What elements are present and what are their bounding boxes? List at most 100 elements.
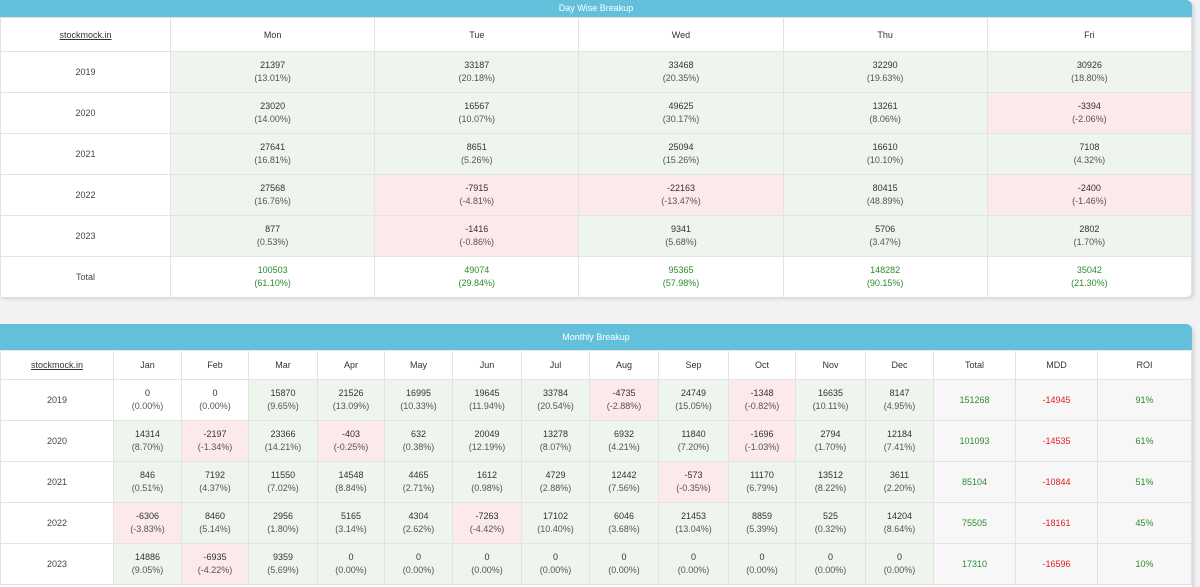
cell-percent: (11.94%) — [469, 401, 505, 411]
row-mdd: -16596 — [1015, 543, 1098, 585]
cell-percent: (4.32%) — [1073, 155, 1106, 165]
cell-value: 0 — [484, 552, 490, 562]
month-cell: 12184 (7.41%) — [865, 420, 934, 462]
cell-percent: (0.00%) — [131, 401, 164, 411]
cell-value: 12442 — [611, 470, 637, 480]
cell-value: 11170 — [750, 470, 774, 480]
day-wise-total-row: Total 100503 (61.10%) 49074 (29.84%) 95365 (57… — [0, 256, 1192, 297]
cell-value: 80415 — [872, 183, 898, 193]
stockmock-link[interactable]: stockmock.in — [59, 29, 112, 40]
day-wise-card: Day Wise Breakup stockmock.in Mon Tue We… — [0, 0, 1192, 297]
cell-value: 9341 — [670, 224, 691, 234]
day-wise-row: 2020 23020 (14.00%) 16567 (10.07%) 49625 (30.1… — [0, 92, 1192, 134]
month-cell: 0 (0.00%) — [384, 543, 453, 585]
col-header-jan: Jan — [113, 350, 182, 380]
col-header-wed: Wed — [578, 17, 784, 52]
row-total-value: 151268 — [959, 395, 990, 405]
cell-value: 11840 — [681, 429, 706, 439]
day-cell: 80415 (48.89%) — [782, 174, 988, 216]
cell-percent: (20.18%) — [458, 73, 496, 83]
month-cell: 4304 (2.62%) — [384, 502, 453, 544]
cell-value: 5706 — [875, 224, 896, 234]
row-roi: 61% — [1097, 420, 1192, 462]
cell-percent: (2.88%) — [539, 483, 572, 493]
day-wise-row: 2021 27641 (16.81%) 8651 (5.26%) 25094 (15.26%… — [0, 133, 1192, 175]
cell-value: 7108 — [1079, 142, 1100, 152]
col-header-dec: Dec — [865, 350, 934, 380]
day-cell: 8651 (5.26%) — [374, 133, 580, 175]
row-total-value: 17310 — [961, 559, 988, 569]
cell-value: 35042 — [1076, 265, 1102, 275]
cell-value: 632 — [410, 429, 427, 439]
row-total: 75505 — [933, 502, 1016, 544]
month-cell: 21453 (13.04%) — [658, 502, 729, 544]
cell-value: 8460 — [204, 511, 226, 521]
day-cell: -7915 (-4.81%) — [374, 174, 580, 216]
cell-value: 12184 — [886, 429, 913, 439]
month-cell: 1612 (0.98%) — [452, 461, 522, 503]
year-label: 2022 — [0, 174, 171, 216]
cell-value: 16610 — [872, 142, 898, 152]
col-header-tue: Tue — [374, 17, 580, 52]
month-cell: 16995 (10.33%) — [384, 379, 453, 421]
cell-value: 95365 — [668, 265, 694, 275]
cell-percent: (-1.46%) — [1072, 196, 1107, 206]
cell-percent: (10.40%) — [537, 524, 574, 534]
row-mdd: -14535 — [1015, 420, 1098, 462]
cell-percent: (10.07%) — [458, 114, 496, 124]
cell-value: 14548 — [338, 470, 364, 480]
cell-value: 33784 — [542, 388, 569, 398]
cell-value: 2956 — [272, 511, 294, 521]
cell-value: -6935 — [203, 552, 227, 562]
month-cell: 3611 (2.20%) — [865, 461, 934, 503]
cell-percent: (1.70%) — [814, 442, 847, 452]
cell-percent: (0.53%) — [256, 237, 289, 247]
day-cell: 21397 (13.01%) — [169, 51, 376, 93]
cell-value: -3394 — [1077, 101, 1101, 111]
cell-percent: (4.21%) — [608, 442, 640, 452]
cell-percent: (7.56%) — [608, 483, 640, 493]
cell-percent: (5.39%) — [746, 524, 778, 534]
day-wise-header-row: stockmock.in Mon Tue Wed Thu Fri — [0, 17, 1192, 52]
cell-percent: (29.84%) — [458, 278, 496, 288]
cell-percent: (13.04%) — [675, 524, 712, 534]
month-cell: 33784 (20.54%) — [521, 379, 590, 421]
row-mdd-value: -16596 — [1042, 559, 1071, 569]
cell-percent: (-2.06%) — [1072, 114, 1107, 124]
col-header-oct: Oct — [728, 350, 796, 380]
cell-percent: (9.65%) — [267, 401, 299, 411]
monthly-row: 2022 -6306 (-3.83%) 8460 (5.14%) 2956 (1.80%) 5… — [0, 502, 1192, 544]
month-cell: -4735 (-2.88%) — [589, 379, 659, 421]
month-cell: 16635 (10.11%) — [795, 379, 866, 421]
row-roi-value: 10% — [1135, 559, 1154, 569]
row-roi-value: 61% — [1135, 436, 1154, 446]
day-cell: 27568 (16.76%) — [169, 174, 376, 216]
day-wise-title: Day Wise Breakup — [0, 0, 1192, 17]
month-cell: 0 (0.00%) — [728, 543, 796, 585]
cell-value: 13261 — [872, 101, 898, 111]
cell-percent: (3.47%) — [869, 237, 901, 247]
cell-percent: (8.22%) — [814, 483, 847, 493]
cell-percent: (10.33%) — [400, 401, 437, 411]
cell-percent: (2.20%) — [883, 483, 916, 493]
col-header-mdd: MDD — [1015, 350, 1098, 380]
cell-percent: (21.30%) — [1071, 278, 1108, 288]
cell-value: -1696 — [750, 429, 774, 439]
col-header-fri: Fri — [986, 17, 1192, 52]
month-cell: -1348 (-0.82%) — [728, 379, 796, 421]
cell-percent: (0.51%) — [131, 483, 164, 493]
col-header-jul: Jul — [521, 350, 590, 380]
cell-value: 877 — [265, 224, 281, 234]
cell-percent: (7.02%) — [267, 483, 299, 493]
cell-value: 13512 — [817, 470, 844, 480]
monthly-header-row: stockmock.in Jan Feb Mar Apr May Jun Jul Aug Sep… — [0, 350, 1192, 380]
month-cell: 24749 (15.05%) — [658, 379, 729, 421]
month-cell: 0 (0.00%) — [658, 543, 729, 585]
stockmock-link[interactable]: stockmock.in — [30, 360, 83, 370]
cell-value: 0 — [348, 552, 354, 562]
row-mdd: -18161 — [1015, 502, 1098, 544]
cell-percent: (-0.35%) — [676, 483, 711, 493]
cell-value: 19645 — [474, 388, 500, 398]
cell-percent: (-0.82%) — [744, 401, 780, 411]
cell-percent: (8.07%) — [539, 442, 572, 452]
